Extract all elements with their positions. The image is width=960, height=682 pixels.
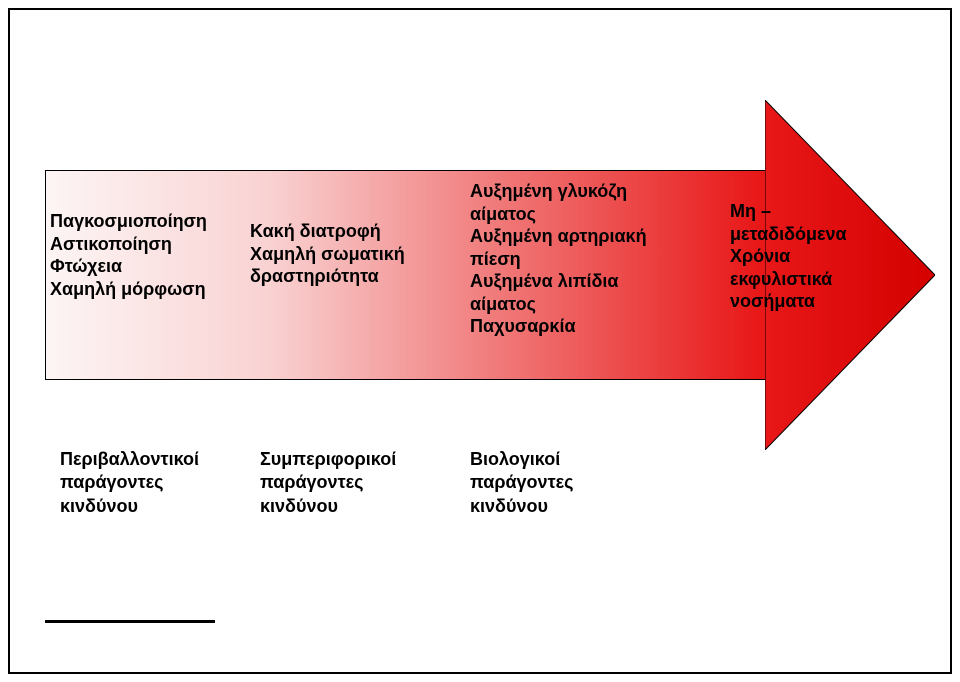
- column-biological: Αυξημένη γλυκόζη αίματος Αυξημένη αρτηρι…: [470, 180, 710, 338]
- footer-rule: [45, 620, 215, 623]
- column-outcome: Μη – μεταδιδόμενα Χρόνια εκφυλιστικά νοσ…: [730, 200, 900, 313]
- label-biological-factors: Βιολογικοί παράγοντες κινδύνου: [470, 448, 670, 518]
- label-behavioral-factors: Συμπεριφορικοί παράγοντες κινδύνου: [260, 448, 460, 518]
- column-environmental: Παγκοσμιοποίηση Αστικοποίηση Φτώχεια Χαμ…: [50, 210, 240, 300]
- column-behavioral: Κακή διατροφή Χαμηλή σωματική δραστηριότ…: [250, 220, 450, 288]
- label-environmental-factors: Περιβαλλοντικοί παράγοντες κινδύνου: [60, 448, 260, 518]
